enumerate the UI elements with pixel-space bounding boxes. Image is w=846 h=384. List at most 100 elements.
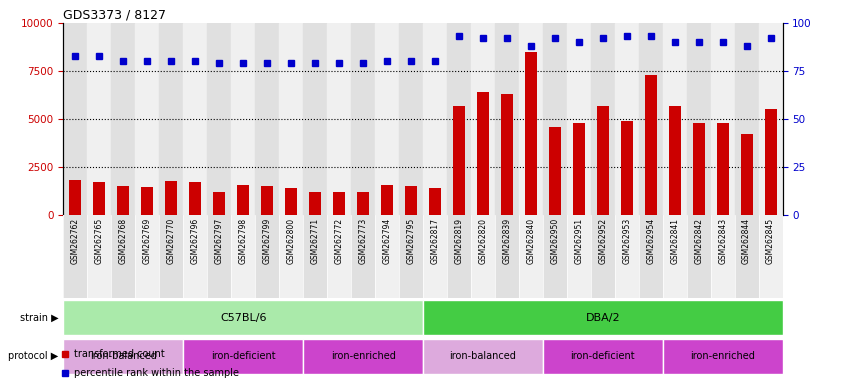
Text: DBA/2: DBA/2: [585, 313, 620, 323]
Bar: [303, 23, 327, 215]
Bar: [184, 339, 303, 374]
Bar: [471, 23, 495, 215]
Bar: [87, 23, 112, 215]
Text: GSM262952: GSM262952: [598, 217, 607, 264]
Text: GSM262843: GSM262843: [718, 217, 727, 264]
Bar: [118, 186, 129, 215]
Bar: [734, 215, 759, 298]
Text: iron-enriched: iron-enriched: [331, 351, 396, 361]
Bar: [165, 182, 178, 215]
Bar: [135, 23, 159, 215]
Text: iron-balanced: iron-balanced: [449, 351, 516, 361]
Bar: [543, 339, 662, 374]
Bar: [279, 23, 303, 215]
Bar: [711, 215, 734, 298]
Bar: [453, 106, 465, 215]
Bar: [447, 23, 471, 215]
Bar: [63, 339, 184, 374]
Bar: [615, 23, 639, 215]
Bar: [501, 94, 513, 215]
Bar: [303, 339, 423, 374]
Bar: [255, 23, 279, 215]
Bar: [405, 186, 417, 215]
Bar: [375, 23, 399, 215]
Text: GSM262844: GSM262844: [742, 217, 751, 264]
Bar: [159, 215, 184, 298]
Bar: [765, 109, 777, 215]
Text: GSM262845: GSM262845: [766, 217, 775, 264]
Bar: [662, 215, 687, 298]
Bar: [207, 23, 231, 215]
Text: GSM262771: GSM262771: [310, 217, 320, 264]
Bar: [351, 23, 375, 215]
Bar: [495, 23, 519, 215]
Bar: [423, 300, 783, 335]
Text: GSM262796: GSM262796: [191, 217, 200, 264]
Bar: [567, 215, 591, 298]
Bar: [184, 215, 207, 298]
Text: C57BL/6: C57BL/6: [220, 313, 266, 323]
Bar: [591, 215, 615, 298]
Text: GSM262765: GSM262765: [95, 217, 104, 264]
Bar: [333, 192, 345, 215]
Bar: [717, 123, 728, 215]
Bar: [567, 23, 591, 215]
Bar: [112, 23, 135, 215]
Bar: [734, 23, 759, 215]
Bar: [615, 215, 639, 298]
Text: transformed count: transformed count: [74, 349, 165, 359]
Bar: [645, 75, 656, 215]
Text: GSM262800: GSM262800: [287, 217, 295, 264]
Bar: [375, 215, 399, 298]
Text: GSM262951: GSM262951: [574, 217, 583, 264]
Text: protocol ▶: protocol ▶: [8, 351, 58, 361]
Bar: [141, 187, 153, 215]
Bar: [662, 339, 783, 374]
Bar: [662, 23, 687, 215]
Text: GSM262770: GSM262770: [167, 217, 176, 264]
Bar: [471, 215, 495, 298]
Bar: [159, 23, 184, 215]
Bar: [93, 182, 106, 215]
Bar: [399, 23, 423, 215]
Text: GSM262794: GSM262794: [382, 217, 392, 264]
Bar: [69, 180, 81, 215]
Text: iron-deficient: iron-deficient: [570, 351, 635, 361]
Text: GDS3373 / 8127: GDS3373 / 8127: [63, 9, 167, 22]
Bar: [759, 215, 783, 298]
Bar: [495, 215, 519, 298]
Bar: [327, 215, 351, 298]
Bar: [423, 339, 543, 374]
Text: strain ▶: strain ▶: [19, 313, 58, 323]
Bar: [213, 192, 225, 215]
Text: GSM262953: GSM262953: [623, 217, 631, 264]
Bar: [237, 185, 250, 215]
Text: GSM262797: GSM262797: [215, 217, 223, 264]
Bar: [639, 23, 662, 215]
Bar: [327, 23, 351, 215]
Bar: [759, 23, 783, 215]
Bar: [543, 23, 567, 215]
Text: GSM262798: GSM262798: [239, 217, 248, 264]
Bar: [687, 23, 711, 215]
Bar: [184, 23, 207, 215]
Bar: [423, 215, 447, 298]
Bar: [381, 185, 393, 215]
Bar: [711, 23, 734, 215]
Bar: [231, 23, 255, 215]
Bar: [63, 23, 87, 215]
Bar: [309, 192, 321, 215]
Bar: [285, 188, 297, 215]
Bar: [279, 215, 303, 298]
Bar: [135, 215, 159, 298]
Bar: [549, 127, 561, 215]
Bar: [519, 215, 543, 298]
Bar: [639, 215, 662, 298]
Bar: [231, 215, 255, 298]
Bar: [261, 186, 273, 215]
Text: GSM262773: GSM262773: [359, 217, 367, 264]
Bar: [573, 123, 585, 215]
Text: GSM262820: GSM262820: [479, 217, 487, 263]
Text: GSM262839: GSM262839: [503, 217, 511, 264]
Bar: [429, 188, 441, 215]
